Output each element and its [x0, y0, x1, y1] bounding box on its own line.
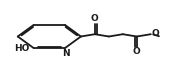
Text: O: O — [151, 29, 159, 38]
Text: O: O — [133, 47, 141, 56]
Text: N: N — [62, 49, 70, 58]
Text: HO: HO — [14, 44, 30, 53]
Text: O: O — [91, 14, 99, 23]
